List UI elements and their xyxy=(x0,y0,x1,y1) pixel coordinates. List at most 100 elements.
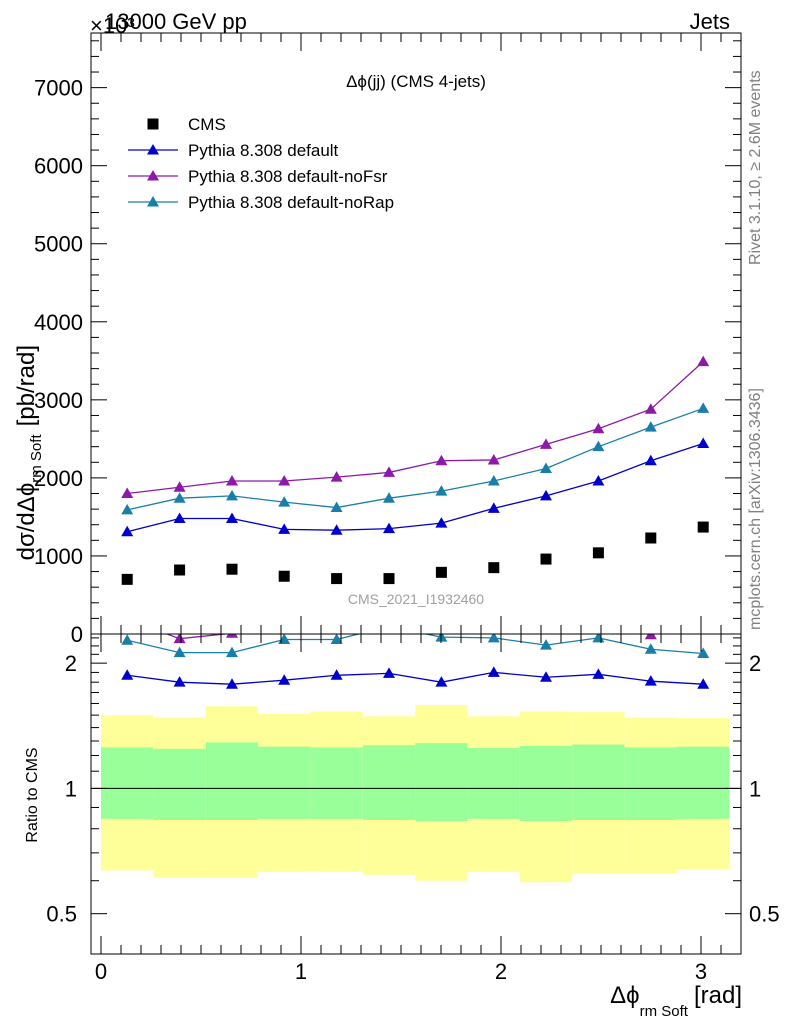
main-plot: 0 1000 2000 3000 4000 5000 6000 7000 Δϕ(jj) (CM… xyxy=(34,32,742,647)
data-point xyxy=(435,566,447,578)
legend-item: Pythia 8.308 default-noRap xyxy=(128,193,394,212)
data-point xyxy=(383,522,395,534)
data-point xyxy=(644,403,657,414)
data-point xyxy=(540,553,552,565)
ratio-band-inner xyxy=(362,745,416,820)
ratio-point xyxy=(644,643,657,654)
ratio-band-inner xyxy=(415,743,468,821)
ratio-point xyxy=(644,675,657,686)
legend-marker xyxy=(147,144,159,155)
data-point xyxy=(330,471,343,482)
ratio-point xyxy=(226,634,238,638)
exponent-label: ×10³ xyxy=(90,13,135,38)
series-pythia-8-308-default-norap xyxy=(121,402,710,515)
y-tick-label: 4000 xyxy=(34,310,83,335)
legend: CMS Pythia 8.308 default Pythia 8.308 defa… xyxy=(128,115,394,212)
legend-label: CMS xyxy=(188,115,226,134)
data-point xyxy=(435,454,448,466)
y-tick-label: 6000 xyxy=(34,154,83,179)
ratio-band-inner xyxy=(153,748,206,820)
data-point xyxy=(173,512,186,523)
ratio-point xyxy=(121,613,133,624)
x-tick-label: 2 xyxy=(495,959,507,984)
y-tick-label: 5000 xyxy=(34,232,83,257)
ratio-band-inner xyxy=(205,742,258,820)
legend-label: Pythia 8.308 default-noFsr xyxy=(188,167,388,186)
ratio-point xyxy=(383,620,395,631)
x-axis-unit: [rad] xyxy=(694,982,742,1009)
y-axis-label: dσ/dΔϕ xyxy=(13,483,40,561)
ratio-y-tick-label-right: 2 xyxy=(749,651,761,676)
ratio-point xyxy=(540,615,552,626)
ratio-point xyxy=(121,669,134,680)
x-axis-label-sub: rm Soft xyxy=(640,1003,689,1020)
ratio-point xyxy=(173,646,186,658)
data-point xyxy=(487,475,500,486)
x-tick-label: 3 xyxy=(695,959,707,984)
ratio-line xyxy=(127,634,704,655)
ratio-band-inner xyxy=(519,745,573,821)
legend-label: Pythia 8.308 default xyxy=(188,141,339,160)
main-ticks: 0 1000 2000 3000 4000 5000 6000 7000 xyxy=(34,33,742,647)
series-line xyxy=(127,361,704,495)
data-point xyxy=(330,524,343,535)
data-point xyxy=(278,523,291,534)
ratio-point xyxy=(644,634,657,640)
ratio-point xyxy=(435,676,448,687)
data-point xyxy=(487,453,500,465)
data-point xyxy=(697,521,709,533)
ratio-band-inner xyxy=(258,746,311,819)
ratio-point xyxy=(487,634,500,643)
y-tick-label: 7000 xyxy=(34,76,83,101)
ratio-ticks: 0.5 0.5 1 1 2 2 0 1 2 3 xyxy=(46,634,780,984)
data-point xyxy=(592,440,605,452)
data-point xyxy=(644,421,657,432)
data-point xyxy=(488,562,500,574)
rivet-label: Rivet 3.1.10, ≥ 2.6M events xyxy=(747,70,764,265)
header-right: Jets xyxy=(690,9,730,34)
data-point xyxy=(697,402,710,413)
ratio-y-tick-label: 0.5 xyxy=(46,902,77,927)
x-axis-label: Δϕ xyxy=(610,982,639,1009)
ratio-band-inner xyxy=(467,748,520,819)
data-point xyxy=(644,454,657,466)
svg-text:dσ/dΔϕrm Soft[pb/rad]: dσ/dΔϕrm Soft [pb/rad] xyxy=(13,345,45,560)
data-point xyxy=(226,475,238,486)
ratio-series-pythia-8-308-default-norap xyxy=(121,620,710,658)
data-point xyxy=(330,501,343,513)
data-point xyxy=(592,475,605,486)
data-point xyxy=(592,422,605,434)
ratio-band-inner xyxy=(677,746,730,819)
data-point xyxy=(645,532,657,544)
y-axis-label-sub: rm Soft xyxy=(28,434,45,483)
x-tick-label: 1 xyxy=(295,959,307,984)
ratio-plot: 0.5 0.5 1 1 2 2 0 1 2 3 xyxy=(46,613,780,984)
watermark: CMS_2021_I1932460 xyxy=(348,591,484,607)
data-point xyxy=(121,573,133,585)
y-tick-label: 1000 xyxy=(34,544,83,569)
series-cms xyxy=(121,521,709,585)
data-point xyxy=(121,503,134,515)
ratio-line xyxy=(127,671,704,685)
y-tick-label: 2000 xyxy=(34,466,83,491)
data-point xyxy=(173,492,186,503)
data-point xyxy=(121,487,134,499)
data-point xyxy=(121,525,134,537)
legend-item: Pythia 8.308 default-noFsr xyxy=(128,167,388,186)
data-point xyxy=(331,573,343,585)
ratio-point xyxy=(592,615,604,626)
data-point xyxy=(435,517,448,528)
y-tick-label: 3000 xyxy=(34,388,83,413)
data-point xyxy=(383,466,395,477)
ratio-point xyxy=(697,613,709,624)
ratio-point xyxy=(383,667,395,678)
ratio-series-pythia-8-308-default xyxy=(121,666,710,689)
series-pythia-8-308-default-nofsr xyxy=(121,355,710,499)
ratio-point xyxy=(278,674,291,685)
ratio-band-inner xyxy=(624,747,677,820)
legend-item: Pythia 8.308 default xyxy=(128,141,339,160)
y-tick-label: 0 xyxy=(71,622,83,647)
ratio-frame xyxy=(90,633,742,955)
data-point xyxy=(173,481,186,492)
